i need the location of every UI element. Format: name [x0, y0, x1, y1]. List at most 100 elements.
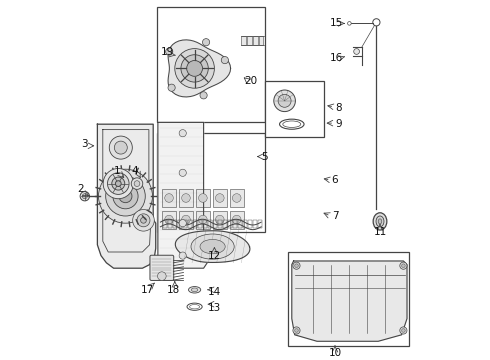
Circle shape	[293, 327, 300, 334]
Bar	[203, 220, 207, 228]
Bar	[233, 220, 237, 228]
Circle shape	[198, 215, 207, 224]
Bar	[288, 252, 409, 346]
Circle shape	[106, 176, 145, 216]
Bar	[163, 220, 167, 228]
Circle shape	[293, 262, 300, 269]
Circle shape	[80, 192, 90, 201]
Circle shape	[182, 215, 190, 224]
Text: 10: 10	[328, 348, 342, 358]
Bar	[188, 220, 192, 228]
Circle shape	[119, 190, 132, 203]
Circle shape	[181, 55, 208, 82]
Ellipse shape	[191, 234, 234, 259]
Text: 13: 13	[208, 303, 221, 313]
Bar	[162, 189, 176, 207]
Circle shape	[347, 22, 351, 25]
Bar	[258, 220, 262, 228]
Circle shape	[179, 252, 186, 259]
Circle shape	[82, 194, 87, 199]
Bar	[213, 211, 227, 229]
Text: 9: 9	[335, 119, 342, 129]
Text: 18: 18	[167, 285, 180, 295]
Bar	[193, 220, 197, 228]
Circle shape	[107, 173, 129, 194]
Polygon shape	[292, 261, 407, 341]
Circle shape	[179, 169, 186, 176]
Circle shape	[131, 178, 143, 189]
Bar	[179, 211, 193, 229]
Text: 8: 8	[335, 103, 342, 113]
Bar	[247, 220, 252, 228]
Circle shape	[278, 94, 291, 107]
Bar	[178, 220, 182, 228]
Text: 3: 3	[81, 139, 88, 149]
Ellipse shape	[200, 239, 225, 254]
Bar	[259, 36, 263, 45]
Circle shape	[141, 217, 147, 223]
Ellipse shape	[192, 288, 198, 292]
Circle shape	[221, 57, 228, 64]
Bar	[183, 220, 187, 228]
Circle shape	[232, 194, 241, 202]
Circle shape	[216, 215, 224, 224]
Bar	[230, 189, 244, 207]
Text: 12: 12	[208, 251, 221, 261]
Polygon shape	[168, 40, 231, 97]
Text: 1: 1	[114, 166, 121, 176]
Bar	[238, 220, 242, 228]
Ellipse shape	[373, 213, 387, 230]
Bar	[265, 81, 324, 137]
Circle shape	[200, 92, 207, 99]
Circle shape	[179, 220, 186, 227]
Circle shape	[187, 60, 202, 76]
Circle shape	[400, 327, 407, 334]
Bar	[208, 220, 212, 228]
Circle shape	[112, 177, 125, 190]
Circle shape	[166, 48, 173, 55]
Bar	[253, 220, 257, 228]
Bar	[196, 211, 210, 229]
Circle shape	[294, 329, 298, 332]
Circle shape	[182, 194, 190, 202]
Circle shape	[103, 168, 133, 199]
Polygon shape	[158, 122, 207, 268]
Text: 19: 19	[161, 47, 174, 57]
Circle shape	[165, 215, 173, 224]
Bar	[242, 36, 246, 45]
Polygon shape	[175, 231, 250, 262]
Bar	[218, 220, 222, 228]
Bar	[157, 133, 265, 232]
Polygon shape	[98, 124, 156, 268]
Ellipse shape	[378, 219, 382, 224]
Circle shape	[294, 264, 298, 267]
Bar	[247, 36, 252, 45]
FancyBboxPatch shape	[150, 255, 174, 280]
Circle shape	[165, 194, 173, 202]
Text: 6: 6	[332, 175, 338, 185]
Bar	[230, 211, 244, 229]
Bar	[213, 220, 217, 228]
Circle shape	[373, 19, 380, 26]
Circle shape	[216, 194, 224, 202]
Circle shape	[198, 194, 207, 202]
Circle shape	[98, 169, 152, 223]
Ellipse shape	[376, 216, 384, 227]
Text: 11: 11	[373, 227, 387, 237]
Bar	[198, 220, 202, 228]
Bar	[223, 220, 227, 228]
Bar	[168, 220, 172, 228]
Text: 15: 15	[330, 18, 343, 28]
Circle shape	[402, 329, 405, 332]
Bar	[179, 189, 193, 207]
Circle shape	[175, 49, 215, 88]
Circle shape	[168, 84, 175, 91]
Bar	[173, 220, 177, 228]
Circle shape	[109, 136, 132, 159]
Bar	[157, 7, 265, 122]
Circle shape	[133, 210, 154, 231]
Ellipse shape	[189, 287, 201, 293]
Circle shape	[232, 215, 241, 224]
Circle shape	[116, 181, 121, 186]
Bar	[253, 36, 258, 45]
